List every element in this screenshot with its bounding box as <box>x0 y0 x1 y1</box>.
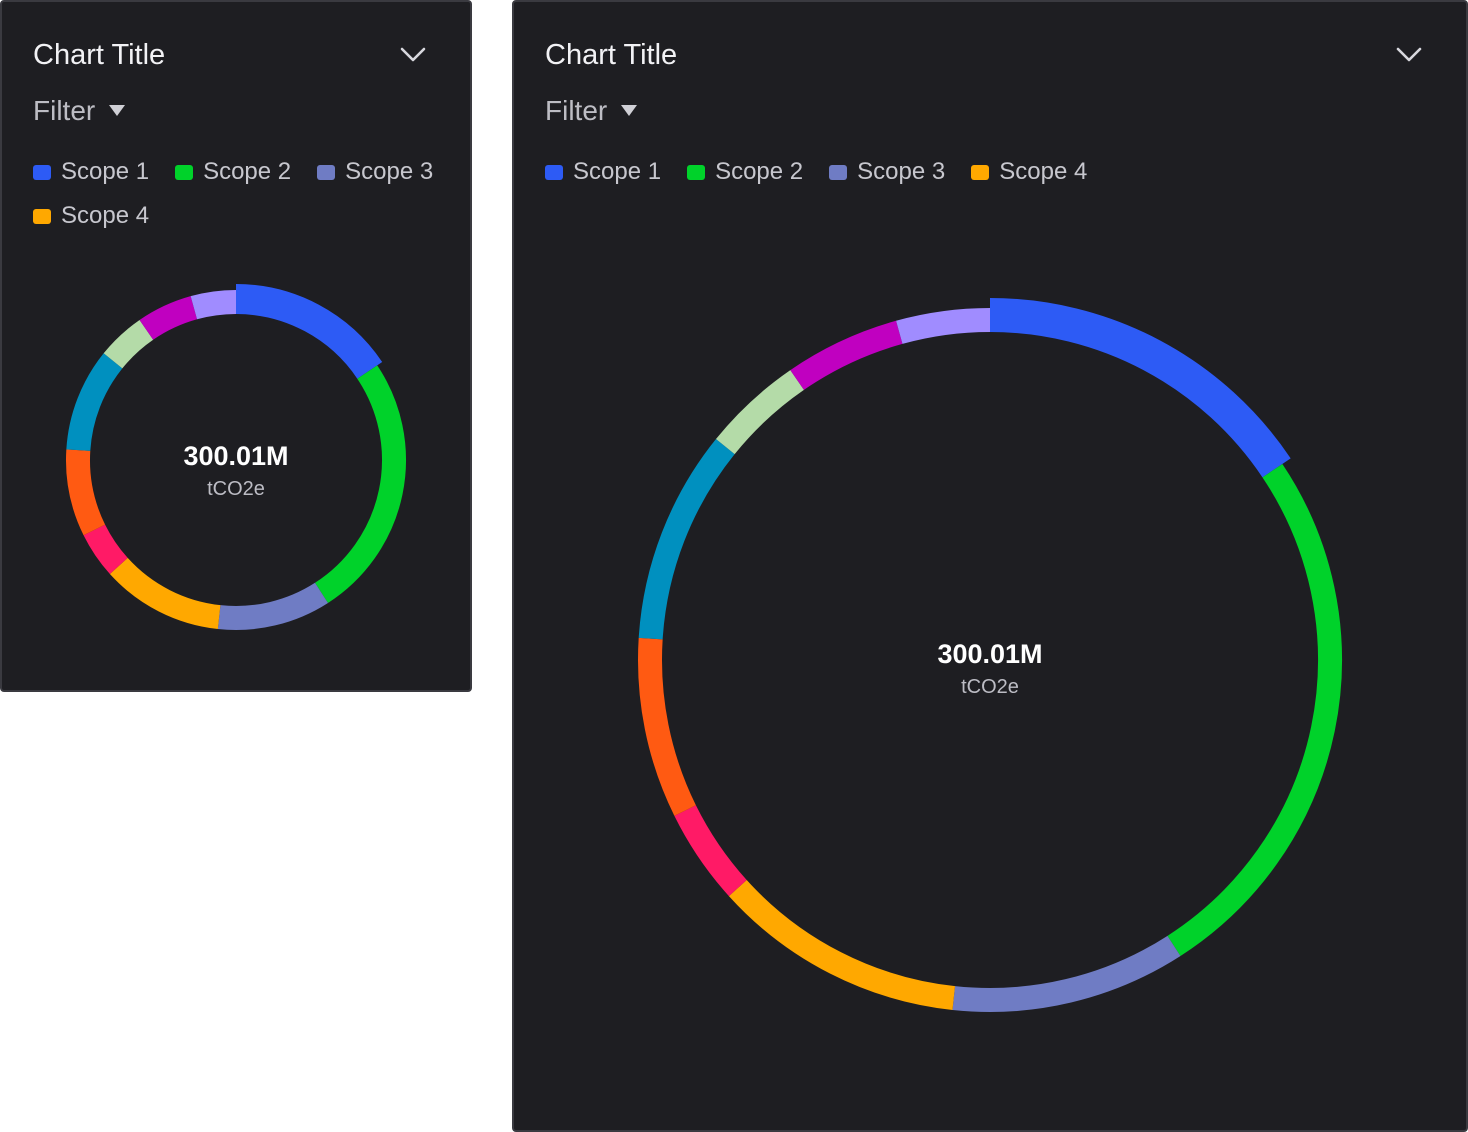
legend-swatch <box>317 164 336 180</box>
chart-card-small: Chart Title Filter Scope 1 Scope 2 Scope… <box>0 0 472 692</box>
legend-item-scope-2[interactable]: Scope 2 <box>687 154 803 190</box>
legend-swatch <box>175 164 194 180</box>
donut-slice-10[interactable] <box>896 308 991 344</box>
donut-slice-7[interactable] <box>66 353 123 452</box>
donut-slice-9[interactable] <box>139 296 198 340</box>
donut-slice-5[interactable] <box>83 524 128 575</box>
donut-slice-5[interactable] <box>674 805 747 897</box>
center-value: 300.01M <box>183 441 289 471</box>
donut-slice-scope-3[interactable] <box>217 582 328 630</box>
donut-chart <box>638 298 1342 1012</box>
legend-label: Scope 1 <box>573 158 662 185</box>
caret-down-icon <box>621 105 638 116</box>
donut-slice-scope-1[interactable] <box>989 298 1291 478</box>
filter-dropdown[interactable]: Filter <box>545 93 638 129</box>
donut-slice-scope-1[interactable] <box>235 284 383 379</box>
donut-slice-8[interactable] <box>103 320 154 369</box>
filter-label: Filter <box>545 95 608 126</box>
filter-label: Filter <box>33 95 96 126</box>
donut-slice-9[interactable] <box>790 320 903 390</box>
chevron-down-icon[interactable] <box>1395 42 1423 66</box>
legend-item-scope-4[interactable]: Scope 4 <box>971 154 1087 190</box>
donut-slice-scope-2[interactable] <box>1167 463 1342 957</box>
legend-label: Scope 2 <box>715 158 804 185</box>
legend-item-scope-1[interactable]: Scope 1 <box>545 154 661 190</box>
chart-legend: Scope 1 Scope 2 Scope 3 Scope 4 <box>33 154 443 234</box>
legend-label: Scope 1 <box>61 158 150 185</box>
donut-slice-6[interactable] <box>638 637 696 816</box>
legend-label: Scope 4 <box>999 158 1088 185</box>
legend-swatch <box>829 164 848 180</box>
legend-swatch <box>687 164 706 180</box>
donut-slice-scope-4[interactable] <box>109 557 221 630</box>
legend-item-scope-3[interactable]: Scope 3 <box>829 154 945 190</box>
donut-slice-6[interactable] <box>66 449 106 536</box>
donut-slice-10[interactable] <box>190 290 237 320</box>
legend-swatch <box>545 164 563 180</box>
center-unit: tCO2e <box>207 478 265 500</box>
donut-slice-scope-3[interactable] <box>952 935 1181 1012</box>
donut-slice-7[interactable] <box>638 439 735 640</box>
legend-label: Scope 2 <box>203 158 292 185</box>
caret-down-icon <box>109 105 126 116</box>
legend-item-scope-3[interactable]: Scope 3 <box>317 154 433 190</box>
chart-title: Chart Title <box>33 39 166 71</box>
legend-swatch <box>971 164 990 180</box>
legend-label: Scope 3 <box>345 158 434 185</box>
legend-swatch <box>33 164 51 180</box>
chart-card-large: Chart Title Filter Scope 1 Scope 2 Scope… <box>512 0 1468 1132</box>
center-value: 300.01M <box>937 639 1043 669</box>
legend-item-scope-1[interactable]: Scope 1 <box>33 154 149 190</box>
filter-dropdown[interactable]: Filter <box>33 93 126 129</box>
chart-title: Chart Title <box>545 39 678 71</box>
legend-item-scope-2[interactable]: Scope 2 <box>175 154 291 190</box>
legend-label: Scope 3 <box>857 158 946 185</box>
donut-slice-scope-4[interactable] <box>728 879 956 1010</box>
donut-chart <box>66 284 406 630</box>
chevron-down-icon[interactable] <box>399 42 427 66</box>
legend-label: Scope 4 <box>61 202 150 229</box>
chart-legend: Scope 1 Scope 2 Scope 3 Scope 4 <box>545 154 1445 190</box>
legend-swatch <box>33 208 51 224</box>
donut-slice-8[interactable] <box>715 370 805 455</box>
center-unit: tCO2e <box>961 676 1019 698</box>
legend-item-scope-4[interactable]: Scope 4 <box>33 198 149 234</box>
donut-slice-scope-2[interactable] <box>314 365 406 603</box>
